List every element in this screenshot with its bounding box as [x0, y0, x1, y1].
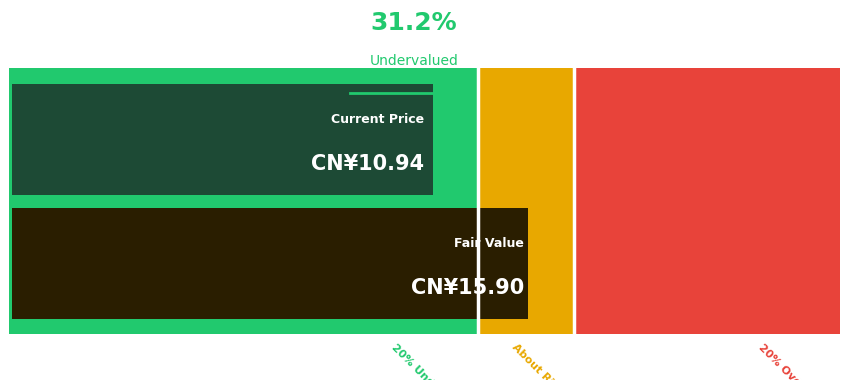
Bar [9, 68, 478, 334]
Bar [478, 68, 573, 334]
Text: Fair Value: Fair Value [453, 237, 523, 250]
Text: 20% Undervalued: 20% Undervalued [389, 342, 474, 380]
Text: 31.2%: 31.2% [370, 11, 457, 35]
Bar [12, 84, 432, 195]
Text: Current Price: Current Price [331, 112, 423, 126]
Text: Undervalued: Undervalued [369, 54, 458, 68]
Text: About Right: About Right [509, 342, 569, 380]
Bar [12, 208, 527, 319]
Bar [573, 68, 839, 334]
Text: CN¥15.90: CN¥15.90 [410, 278, 523, 298]
Text: CN¥10.94: CN¥10.94 [311, 154, 423, 174]
Text: 20% Overvalued: 20% Overvalued [756, 342, 835, 380]
